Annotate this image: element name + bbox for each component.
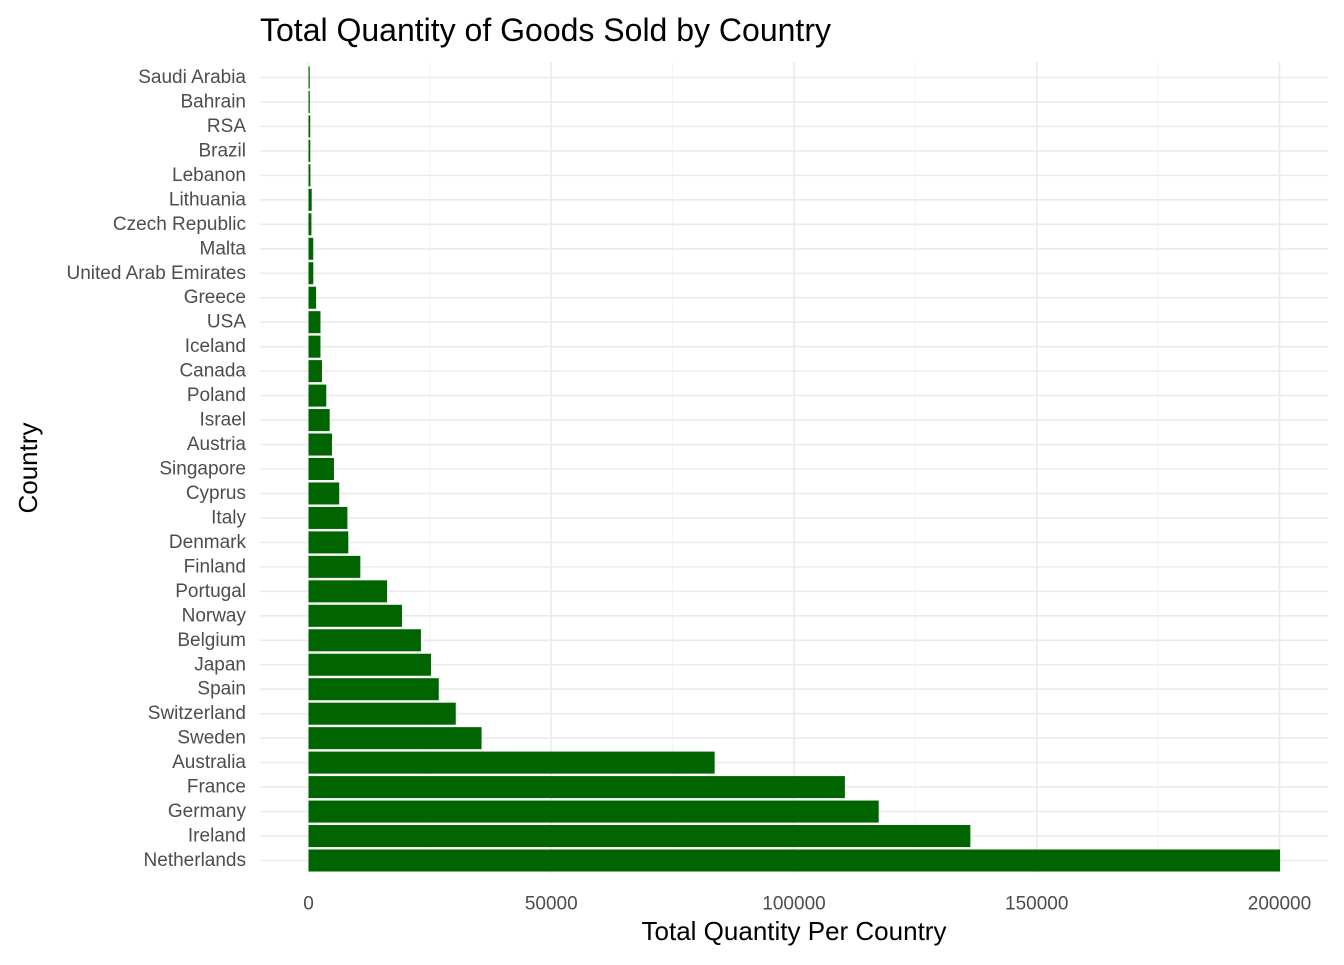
bar-sweden xyxy=(308,727,482,750)
bar-poland xyxy=(308,384,327,407)
y-tick-label: Italy xyxy=(211,507,246,528)
y-tick-label: Malta xyxy=(200,238,247,259)
y-tick-label: Cyprus xyxy=(186,483,246,504)
bar-canada xyxy=(308,360,322,383)
bar-israel xyxy=(308,409,330,432)
bar-malta xyxy=(308,237,314,260)
bar-italy xyxy=(308,506,348,529)
y-tick-label: United Arab Emirates xyxy=(66,263,246,284)
bar-rsa xyxy=(308,115,311,138)
y-tick-label: Norway xyxy=(182,605,247,626)
y-axis-title: Country xyxy=(13,422,43,513)
bar-saudi-arabia xyxy=(308,66,310,89)
bars xyxy=(308,66,1281,872)
x-tick-label: 150000 xyxy=(1005,894,1068,915)
x-tick-label: 100000 xyxy=(762,894,825,915)
bar-greece xyxy=(308,286,317,309)
bar-finland xyxy=(308,555,361,578)
bar-norway xyxy=(308,604,402,627)
bar-lithuania xyxy=(308,188,312,211)
bar-brazil xyxy=(308,139,311,162)
y-tick-label: Canada xyxy=(179,361,246,382)
y-tick-label: Switzerland xyxy=(148,703,246,724)
bar-usa xyxy=(308,311,321,334)
bar-singapore xyxy=(308,457,334,481)
y-tick-label: RSA xyxy=(207,116,246,137)
bar-czech-republic xyxy=(308,213,312,236)
bar-france xyxy=(308,776,845,799)
grid-lines xyxy=(260,62,1328,873)
bar-portugal xyxy=(308,580,388,603)
bar-japan xyxy=(308,653,431,676)
y-tick-label: Germany xyxy=(168,801,247,822)
y-tick-label: Iceland xyxy=(185,336,246,357)
y-tick-label: Portugal xyxy=(175,581,246,602)
bar-cyprus xyxy=(308,482,340,505)
y-tick-label: Lebanon xyxy=(172,165,246,186)
y-axis-tick-labels: Saudi Arabia Bahrain RSA Brazil Lebanon Lithu… xyxy=(66,67,246,871)
y-tick-label: Belgium xyxy=(177,630,246,651)
y-tick-label: Lithuania xyxy=(169,189,247,210)
y-tick-label: Czech Republic xyxy=(113,214,246,235)
y-tick-label: Netherlands xyxy=(144,850,246,871)
y-tick-label: Bahrain xyxy=(181,91,247,112)
y-tick-label: Greece xyxy=(184,287,246,308)
y-tick-label: Sweden xyxy=(177,728,246,749)
bar-belgium xyxy=(308,629,421,652)
y-tick-label: Saudi Arabia xyxy=(138,67,246,88)
y-tick-label: USA xyxy=(207,312,246,333)
chart-title: Total Quantity of Goods Sold by Country xyxy=(260,12,831,48)
bar-germany xyxy=(308,800,879,823)
x-axis-title: Total Quantity Per Country xyxy=(642,916,947,946)
y-tick-label: Singapore xyxy=(159,459,246,480)
y-tick-label: Denmark xyxy=(169,532,247,553)
x-axis-tick-labels: 0 50000 100000 150000 200000 xyxy=(303,894,1311,915)
bar-iceland xyxy=(308,335,321,358)
bar-switzerland xyxy=(308,702,456,725)
y-tick-label: Japan xyxy=(194,654,246,675)
bar-bahrain xyxy=(308,90,310,113)
y-tick-label: Poland xyxy=(187,385,246,406)
bar-united-arab-emirates xyxy=(308,262,314,285)
y-tick-label: Spain xyxy=(197,679,246,700)
x-tick-label: 200000 xyxy=(1248,894,1311,915)
bar-lebanon xyxy=(308,164,311,187)
y-tick-label: Austria xyxy=(187,434,247,455)
y-tick-label: Brazil xyxy=(198,140,246,161)
bar-austria xyxy=(308,433,332,456)
x-tick-label: 0 xyxy=(303,894,314,915)
bar-australia xyxy=(308,751,715,774)
bar-denmark xyxy=(308,531,349,554)
x-tick-label: 50000 xyxy=(525,894,578,915)
bar-spain xyxy=(308,678,439,701)
y-tick-label: France xyxy=(187,777,246,798)
bar-ireland xyxy=(308,825,971,848)
y-tick-label: Ireland xyxy=(188,826,246,847)
y-tick-label: Australia xyxy=(172,752,246,773)
bar-netherlands xyxy=(308,849,1281,872)
y-tick-label: Finland xyxy=(184,556,246,577)
y-tick-label: Israel xyxy=(200,410,246,431)
